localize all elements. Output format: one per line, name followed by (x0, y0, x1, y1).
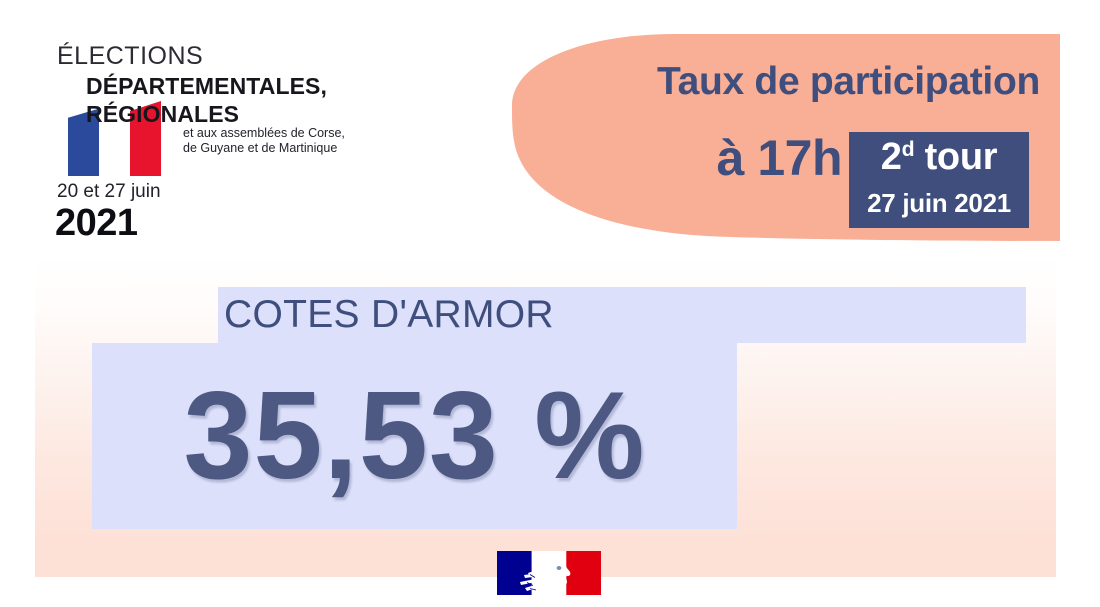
round-badge-title: 2d tour (849, 136, 1029, 179)
logo-title-regionales: RÉGIONALES (86, 101, 240, 127)
logo-election-dates: 20 et 27 juin (57, 181, 161, 202)
round-superscript: d (901, 136, 915, 161)
logo-election-year: 2021 (55, 202, 138, 244)
round-badge-date: 27 juin 2021 (867, 188, 1011, 218)
round-word: tour (924, 136, 998, 178)
logo-title-elections: ÉLECTIONS (57, 42, 204, 70)
logo-subtitle-line2: de Guyane et de Martinique (183, 141, 338, 155)
participation-value-box: 35,53 % (92, 343, 737, 529)
banner-title: Taux de participation (656, 60, 1040, 103)
round-number: 2 (880, 136, 902, 178)
banner-hour-label: à 17h (716, 130, 843, 186)
marianne-republique-francaise-icon (497, 551, 601, 595)
logo-subtitle: et aux assemblées de Corse, de Guyane et… (183, 126, 345, 156)
department-name: COTES D'ARMOR (224, 293, 554, 336)
elections-logo-block: ÉLECTIONS DÉPARTEMENTALES, RÉGIONALES et… (47, 42, 382, 244)
participation-banner: Taux de participation à 17h 2d tour 27 j… (500, 34, 1060, 245)
participation-percentage: 35,53 % (183, 367, 646, 505)
logo-title-departementales: DÉPARTEMENTALES, (86, 73, 327, 99)
banner-text-group: Taux de participation à 17h 2d tour 27 j… (500, 34, 1060, 245)
logo-subtitle-line1: et aux assemblées de Corse, (183, 126, 345, 140)
round-badge: 2d tour 27 juin 2021 (849, 132, 1029, 228)
department-name-band: COTES D'ARMOR (218, 287, 1026, 343)
